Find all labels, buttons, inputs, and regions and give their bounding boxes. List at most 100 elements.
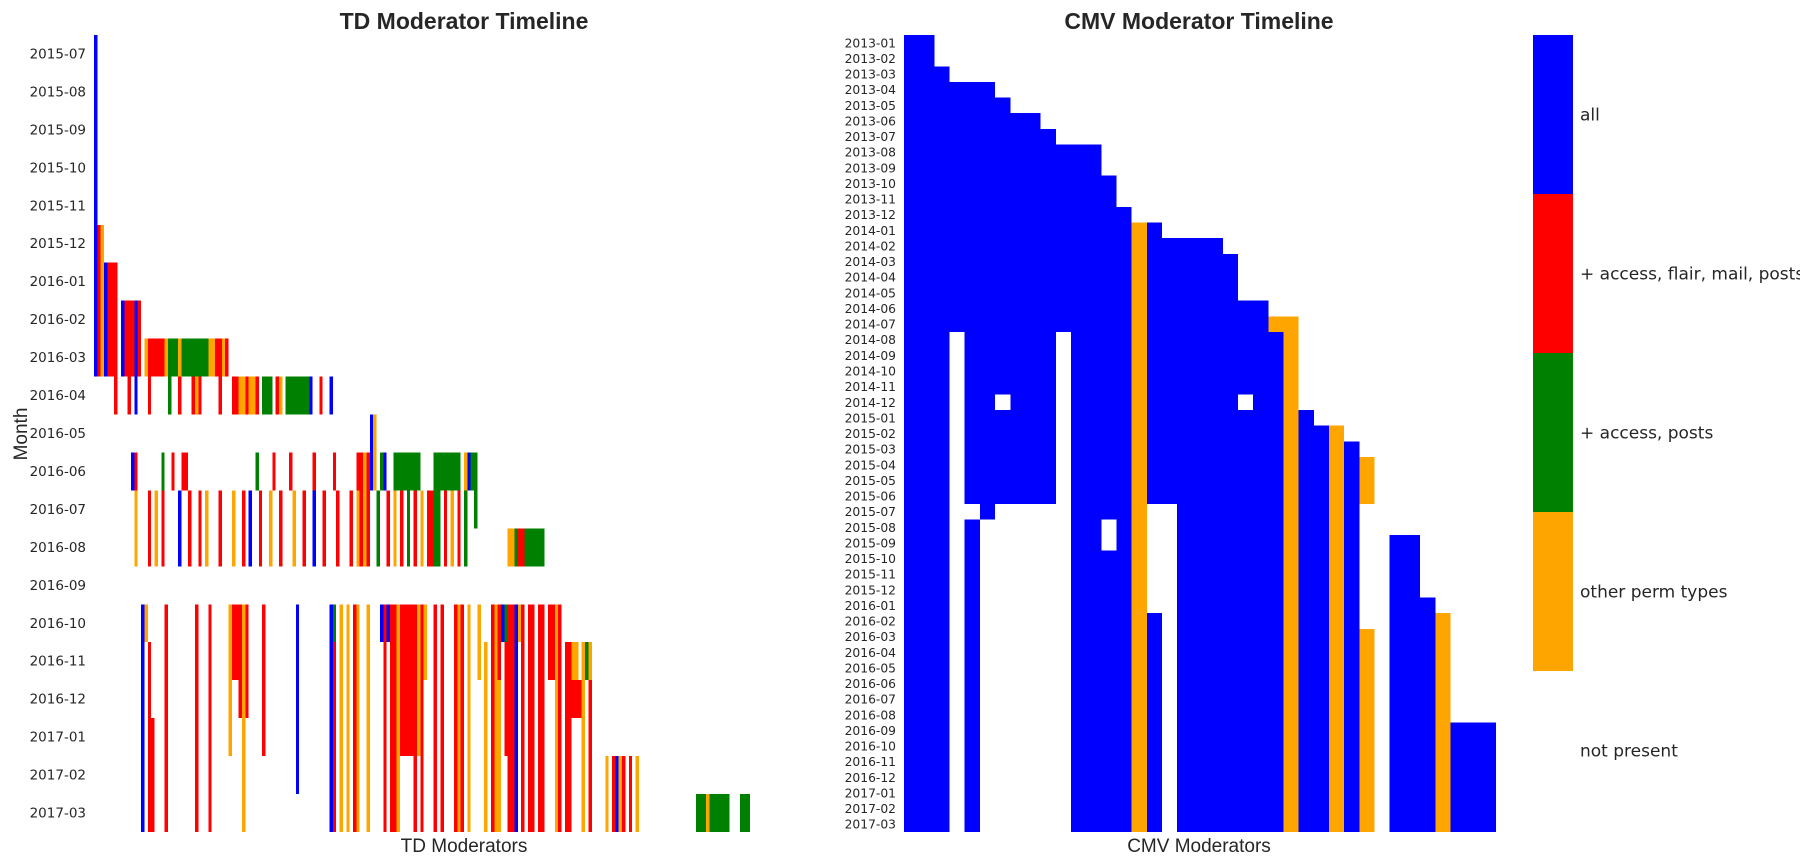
month-tick-label: 2014-06: [845, 302, 897, 316]
heatmap-cell-span: [168, 376, 172, 415]
heatmap-cell-span: [457, 490, 461, 567]
heatmap-cell-span: [618, 756, 623, 832]
heatmap-cell-span: [373, 452, 377, 491]
heatmap-cell-span: [191, 376, 195, 415]
heatmap-cell-span: [588, 642, 592, 681]
heatmap-cell-span: [1344, 441, 1360, 832]
legend-swatch-afmp: [1533, 194, 1573, 353]
heatmap-cell-span: [322, 490, 327, 567]
month-tick-label: 2013-02: [845, 52, 896, 66]
heatmap-cell-span: [413, 490, 417, 567]
heatmap-cell-span: [275, 376, 279, 415]
heatmap-cell-span: [390, 604, 397, 832]
month-tick-label: 2015-09: [845, 536, 896, 550]
heatmap-cell-span: [366, 604, 370, 832]
heatmap-cell-span: [904, 35, 935, 832]
heatmap-cell-span: [319, 376, 323, 415]
month-tick-label: 2016-11: [845, 755, 896, 769]
legend-swatch-all: [1533, 35, 1573, 194]
heatmap-cell-span: [332, 642, 337, 832]
heatmap-cell-span: [188, 490, 192, 567]
heatmap-cell-span: [423, 604, 427, 681]
heatmap-cell-span: [1313, 425, 1330, 832]
heatmap-cell-span: [527, 604, 535, 832]
heatmap-cell-span: [302, 490, 306, 567]
td-y-axis-label: Month: [11, 408, 32, 461]
month-tick-label: 2017-01: [845, 786, 896, 800]
month-tick-label: 2016-10: [30, 616, 86, 632]
month-tick-label: 2014-10: [845, 364, 896, 378]
heatmap-cell-span: [194, 604, 199, 832]
td-x-axis-label: TD Moderators: [401, 836, 528, 857]
month-tick-label: 2016-05: [845, 661, 896, 675]
heatmap-cell-span: [1146, 613, 1163, 832]
heatmap-cell-span: [346, 604, 350, 832]
month-tick-label: 2016-08: [845, 708, 896, 722]
month-tick-label: 2015-11: [845, 568, 896, 582]
heatmap-cell-span: [231, 604, 239, 681]
heatmap-cell-span: [1070, 144, 1102, 832]
legend-swatch-ap: [1533, 353, 1573, 512]
heatmap-cell-span: [433, 604, 438, 832]
month-tick-label: 2015-11: [30, 198, 86, 214]
heatmap-cell-span: [356, 604, 360, 832]
month-tick-label: 2013-07: [845, 130, 896, 144]
heatmap-cell-span: [1268, 331, 1284, 832]
heatmap-cell-span: [1359, 456, 1375, 504]
heatmap-cell-span: [1420, 597, 1436, 832]
month-tick-label: 2014-08: [845, 333, 896, 347]
month-tick-label: 2015-02: [845, 427, 896, 441]
heatmap-cell-span: [504, 642, 508, 757]
heatmap-cell-span: [615, 756, 619, 832]
month-tick-label: 2014-04: [845, 271, 897, 285]
heatmap-cell-span: [312, 490, 316, 567]
heatmap-cell-span: [450, 490, 454, 567]
heatmap-cell-span: [215, 338, 222, 377]
heatmap-cell-span: [1237, 410, 1254, 832]
heatmap-cell-span: [94, 35, 98, 377]
heatmap-cell-span: [379, 452, 384, 491]
heatmap-cell-span: [964, 81, 980, 504]
month-tick-label: 2015-01: [845, 411, 896, 425]
heatmap-cell-span: [356, 490, 360, 567]
month-tick-label: 2016-12: [30, 692, 86, 708]
heatmap-cell-span: [1359, 628, 1375, 832]
heatmap-cell-span: [262, 376, 273, 415]
heatmap-cell-span: [494, 604, 498, 832]
heatmap-cell-span: [433, 452, 461, 491]
heatmap-cell-span: [161, 490, 165, 567]
heatmap-cell-span: [464, 452, 468, 491]
heatmap-cell-span: [131, 452, 135, 491]
heatmap-cell-span: [171, 452, 175, 491]
heatmap-cell-span: [1025, 113, 1041, 504]
month-tick-label: 2016-07: [30, 502, 86, 518]
heatmap-cell-span: [571, 680, 582, 719]
heatmap-cell-span: [1222, 253, 1238, 832]
heatmap-cell-span: [245, 376, 249, 415]
heatmap-cell-span: [238, 376, 246, 415]
heatmap-cell-span: [225, 338, 229, 377]
heatmap-cell-span: [168, 338, 179, 377]
heatmap-cell-span: [1283, 316, 1299, 832]
heatmap-cell-span: [205, 490, 209, 567]
month-tick-label: 2013-10: [845, 177, 896, 191]
heatmap-cell-span: [1177, 238, 1223, 832]
month-tick-label: 2013-03: [845, 68, 896, 82]
heatmap-cell-span: [208, 338, 216, 377]
heatmap-cell-span: [279, 376, 283, 415]
month-tick-label: 2016-12: [845, 771, 896, 785]
heatmap-cell-span: [949, 81, 965, 332]
td-heatmap-panel: 2015-07 2015-08 2015-09 2015-10 2015-11 2015-…: [11, 8, 750, 857]
heatmap-cell-span: [548, 604, 555, 681]
month-tick-label: 2017-03: [30, 806, 86, 822]
heatmap-cell-span: [420, 604, 424, 832]
heatmap-cell-span: [517, 528, 525, 567]
month-tick-label: 2016-09: [845, 724, 896, 738]
heatmap-cell-span: [144, 338, 148, 377]
heatmap-cell-span: [379, 604, 384, 643]
heatmap-cell-span: [373, 414, 377, 491]
heatmap-cell-span: [366, 452, 370, 567]
heatmap-cell-span: [427, 490, 434, 567]
heatmap-cell-span: [628, 756, 633, 832]
